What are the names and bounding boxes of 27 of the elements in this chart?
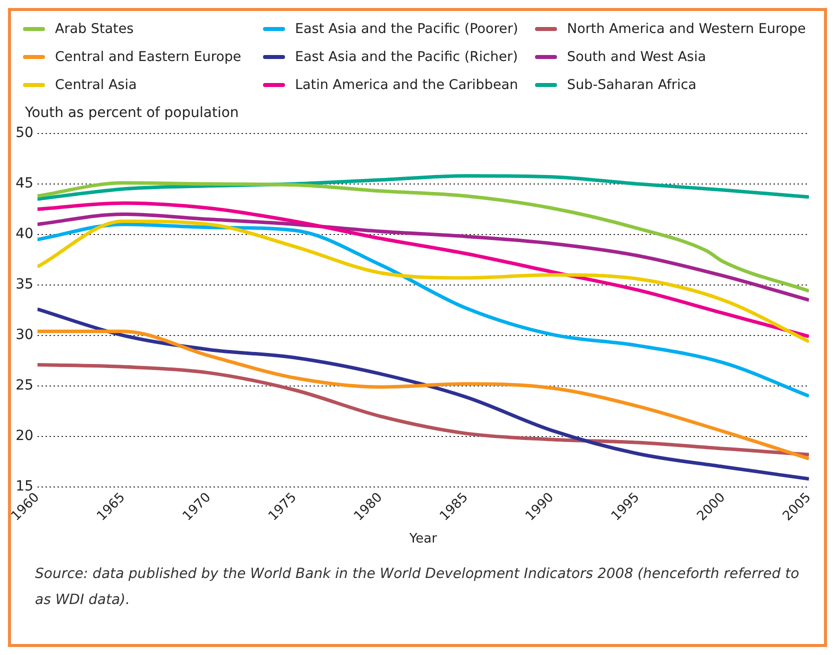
legend-label: South and West Asia — [567, 49, 706, 65]
line-series — [37, 362, 809, 456]
y-tick-label: 25 — [16, 378, 34, 394]
y-tick-label: 20 — [16, 428, 34, 444]
legend-label: East Asia and the Pacific (Poorer) — [295, 21, 518, 37]
legend-label: Central and Eastern Europe — [55, 49, 242, 65]
line-series — [37, 212, 809, 302]
line-series — [37, 307, 809, 481]
line-series — [37, 330, 809, 460]
line-series — [37, 181, 809, 293]
line-series — [37, 201, 809, 338]
line-series — [37, 222, 809, 398]
y-tick-label: 40 — [16, 226, 34, 242]
legend-label: Sub-Saharan Africa — [567, 77, 696, 93]
legend-label: Latin America and the Caribbean — [295, 77, 518, 93]
y-axis-title: Youth as percent of population — [24, 104, 240, 121]
y-tick-label: 50 — [16, 125, 34, 142]
y-tick-label: 30 — [16, 327, 34, 344]
y-tick-label: 45 — [16, 176, 34, 192]
line-series — [37, 220, 809, 344]
y-tick-label: 35 — [16, 276, 34, 293]
x-axis-title: Year — [408, 532, 438, 547]
source-note: Source: data published by the World Bank in the World Development Indicators 2008 (henceforth referred to as WDI data). — [34, 565, 800, 610]
legend-label: North America and Western Europe — [567, 21, 806, 37]
legend-label: East Asia and the Pacific (Richer) — [295, 49, 518, 65]
legend-label: Arab States — [55, 21, 134, 37]
legend-label: Central Asia — [55, 77, 137, 93]
